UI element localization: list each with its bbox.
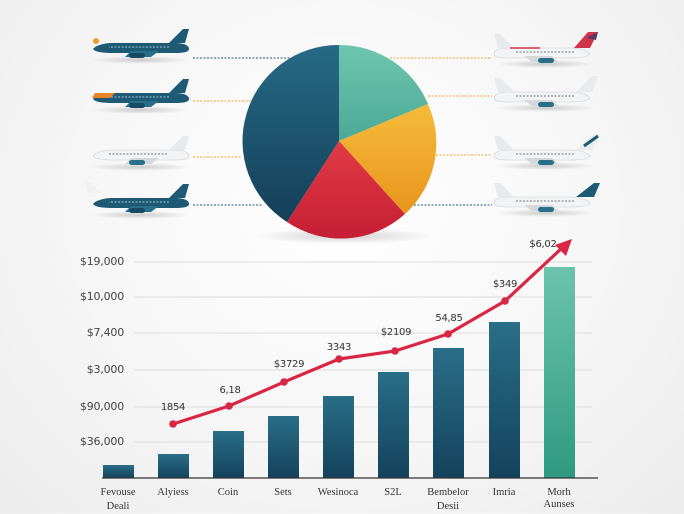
x-label-line1: Morh — [547, 487, 571, 498]
trend-line — [169, 239, 572, 428]
bar-2[interactable] — [213, 431, 244, 478]
trend-point[interactable] — [169, 420, 177, 428]
airliner-navy-1-icon — [90, 28, 190, 64]
x-tick-label: Coin — [198, 486, 258, 500]
bar-3[interactable] — [268, 416, 299, 478]
data-label: $2109 — [380, 327, 412, 338]
x-label-line1: Bembelor — [427, 487, 469, 498]
bar-0[interactable] — [103, 465, 134, 478]
y-tick-label: $3,000 — [86, 363, 124, 376]
bar-5[interactable] — [378, 372, 409, 478]
connector-lines — [193, 57, 492, 206]
pie-chart — [242, 44, 437, 244]
bar-7[interactable] — [489, 322, 520, 478]
x-tick-label: Wesinoca — [308, 486, 368, 500]
trend-arrow-head-icon — [555, 239, 572, 256]
y-tick-label: $19,000 — [79, 255, 124, 268]
airliner-white-2-icon — [493, 76, 598, 112]
x-label-line1: S2L — [384, 487, 402, 498]
trend-point[interactable] — [444, 330, 452, 338]
trend-point[interactable] — [225, 402, 233, 410]
x-label-line2: Aunses — [543, 499, 575, 510]
y-tick-label: $36,000 — [79, 435, 124, 448]
x-label-line1: Coin — [217, 487, 239, 498]
x-tick-label: Morh Aunses — [529, 486, 589, 512]
data-label: 6,18 — [219, 385, 241, 396]
airliner-navy-2-icon — [90, 78, 190, 114]
x-label-line2: Deali — [106, 501, 130, 512]
airliner-navy-3-icon — [84, 180, 190, 219]
data-label: 54,85 — [435, 313, 463, 324]
bar-8[interactable] — [544, 267, 575, 478]
x-label-line1: Imria — [492, 487, 516, 498]
airliner-white-navy-tail-icon — [493, 182, 600, 217]
pie-slice-navy[interactable] — [242, 44, 339, 223]
x-tick-label: Alyiess — [143, 486, 203, 500]
x-tick-label: S2L — [363, 486, 423, 500]
x-label-line1: Alyiess — [157, 487, 189, 498]
bar-4[interactable] — [323, 396, 354, 478]
trend-point[interactable] — [391, 347, 399, 355]
pie-slice-teal[interactable] — [339, 44, 428, 141]
airliner-white-1-icon — [90, 135, 190, 171]
bar-series — [103, 267, 575, 478]
data-label: 3343 — [326, 342, 352, 353]
y-tick-label: $10,000 — [79, 290, 124, 303]
trend-point[interactable] — [335, 355, 343, 363]
data-label: 1854 — [160, 402, 186, 413]
x-label-line2: Desii — [436, 501, 460, 512]
x-label-line1: Fevouse — [100, 487, 136, 498]
airliner-white-blue-tail-icon — [493, 134, 600, 170]
data-label: $3729 — [273, 359, 305, 370]
pie-slice-red[interactable] — [287, 141, 405, 239]
x-tick-label: Bembelor Desii — [418, 486, 478, 514]
x-label-line1: Sets — [274, 487, 292, 498]
bar-6[interactable] — [433, 348, 464, 478]
trend-point[interactable] — [501, 297, 509, 305]
y-tick-label: $90,000 — [79, 400, 124, 413]
airliner-white-red-tail-icon — [493, 32, 598, 68]
x-tick-label: Sets — [253, 486, 313, 500]
trend-point[interactable] — [280, 378, 288, 386]
pie-slice-yellow[interactable] — [339, 104, 437, 214]
bar-1[interactable] — [158, 454, 189, 478]
x-tick-label: Imria — [474, 486, 534, 500]
x-tick-label: Fevouse Deali — [88, 486, 148, 514]
y-tick-label: $7,400 — [86, 326, 124, 339]
x-label-line1: Wesinoca — [317, 487, 359, 498]
data-label: $6,02 — [529, 239, 557, 250]
data-label: $349 — [492, 279, 518, 290]
